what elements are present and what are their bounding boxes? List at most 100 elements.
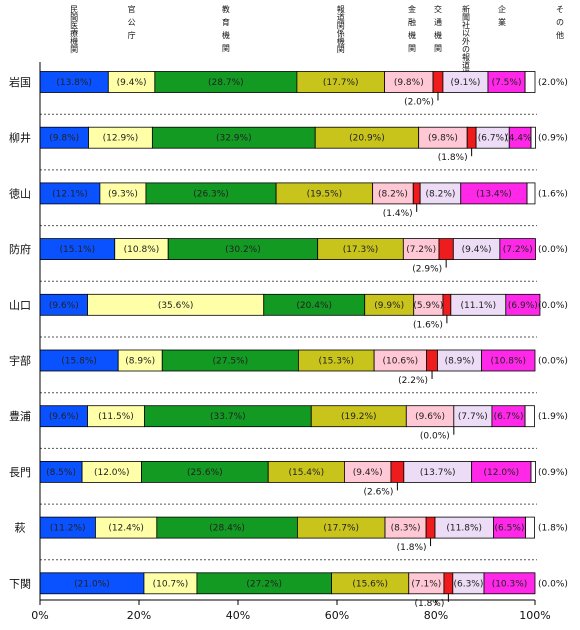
column-header-char: 報	[462, 53, 470, 62]
data-label: (17.7%)	[323, 524, 359, 534]
row-label: 宇部	[9, 354, 31, 368]
column-header-char: 道	[337, 12, 345, 22]
column-header-char: 機	[337, 36, 345, 46]
data-label: (12.1%)	[52, 189, 88, 199]
column-header-char: 間	[70, 13, 78, 22]
bar-segment	[432, 71, 444, 93]
bar-segment	[499, 238, 536, 261]
data-label: (15.3%)	[318, 357, 354, 367]
data-label: (10.6%)	[383, 357, 419, 367]
data-label: (33.7%)	[210, 412, 246, 422]
column-header-char: 他	[556, 30, 564, 40]
column-header-char: 機	[434, 30, 442, 40]
data-label: (21.0%)	[74, 579, 110, 589]
data-label: (11.1%)	[461, 301, 497, 311]
column-header-char: 聞	[462, 13, 470, 22]
data-label: (12.9%)	[103, 134, 139, 144]
data-label: (0.0%)	[538, 245, 568, 255]
data-label: (26.3%)	[193, 189, 229, 199]
column-headers: 民間医療機関官公庁教育機関報道関係機関金融機関交通機関新聞社以外の報道機関企業そ…	[70, 4, 564, 86]
data-label: (20.9%)	[349, 134, 385, 144]
data-label: (9.4%)	[462, 245, 492, 255]
data-label: (13.7%)	[420, 468, 456, 478]
bar-segment	[524, 405, 535, 428]
column-header-char: 官	[128, 4, 136, 14]
data-label: (0.0%)	[538, 357, 568, 367]
data-label: (0.0%)	[420, 432, 450, 442]
data-label: (19.5%)	[307, 189, 343, 199]
column-header-char: 交	[434, 4, 442, 14]
column-header-char: 係	[337, 29, 345, 38]
column-header-char: 金	[408, 4, 416, 14]
bar-segment	[530, 126, 536, 149]
row-label: 防府	[9, 242, 31, 256]
row-label: 岩国	[9, 75, 31, 89]
data-label: (5.9%)	[413, 301, 443, 311]
data-label: (10.8%)	[490, 357, 526, 367]
data-label: (9.8%)	[394, 78, 424, 88]
data-label: (9.3%)	[108, 189, 138, 199]
x-tick-label: 0%	[31, 609, 48, 622]
data-label: (8.2%)	[426, 189, 456, 199]
column-header-char: 新	[462, 4, 470, 14]
data-label: (15.1%)	[60, 245, 96, 255]
row-label: 徳山	[9, 187, 31, 200]
bar-segment	[526, 182, 536, 205]
column-header-char: 通	[434, 17, 442, 27]
data-label: (15.4%)	[288, 468, 324, 478]
bar-segment	[426, 349, 438, 372]
data-label: (7.2%)	[406, 245, 436, 255]
data-label: (28.7%)	[208, 78, 244, 88]
data-label: (1.8%)	[438, 153, 468, 163]
data-label: (10.8%)	[124, 245, 160, 255]
data-label: (2.6%)	[363, 487, 393, 497]
bar-segment	[530, 460, 536, 483]
bar-segment	[483, 572, 536, 595]
data-label: (1.8%)	[397, 543, 427, 553]
data-label: (11.2%)	[50, 524, 86, 534]
data-label: (1.6%)	[413, 320, 443, 330]
column-header-char: 報	[337, 5, 345, 14]
data-label: (20.4%)	[296, 301, 332, 311]
data-label: (12.4%)	[108, 524, 144, 534]
column-header-char: 融	[408, 17, 416, 27]
x-tick-label: 60%	[325, 609, 349, 622]
column-header-char: 以	[462, 29, 470, 38]
bar-segment	[505, 293, 541, 316]
data-label: (27.5%)	[213, 357, 249, 367]
data-label: (0.0%)	[538, 579, 568, 589]
column-header-char: 公	[128, 18, 136, 27]
column-header-char: 業	[498, 17, 506, 27]
data-label: (11.8%)	[446, 524, 482, 534]
data-label: (13.8%)	[56, 78, 92, 88]
bar-segment	[481, 349, 536, 372]
data-label: (8.9%)	[125, 357, 155, 367]
data-label: (2.0%)	[538, 78, 568, 88]
row-label: 萩	[15, 522, 26, 535]
data-label: (8.3%)	[391, 524, 421, 534]
column-header-char: 機	[408, 30, 416, 40]
column-header-char: 育	[222, 17, 230, 27]
bar-segment	[525, 516, 535, 539]
row-label: 長門	[9, 466, 31, 479]
bar-segment	[390, 460, 405, 483]
x-axis: 0% 20% 40% 60% 80% 100%	[31, 62, 551, 622]
row-label: 豊浦	[9, 410, 31, 423]
data-label: (10.7%)	[153, 579, 189, 589]
data-label: (19.2%)	[341, 412, 377, 422]
column-header-char: 関	[408, 44, 416, 53]
column-header-char: 機	[70, 36, 78, 46]
data-label: (0.9%)	[538, 468, 568, 478]
data-label: (8.9%)	[445, 357, 475, 367]
column-header-char: 教	[222, 4, 230, 14]
bar-segment	[524, 71, 536, 93]
data-label: (8.5%)	[46, 468, 76, 478]
data-label: (9.6%)	[415, 412, 445, 422]
data-label: (9.9%)	[374, 301, 404, 311]
data-label: (9.4%)	[117, 78, 147, 88]
data-label: (12.0%)	[94, 468, 130, 478]
data-label: (6.7%)	[494, 412, 524, 422]
column-header-char: 関	[337, 21, 345, 30]
data-label: (28.4%)	[209, 524, 245, 534]
